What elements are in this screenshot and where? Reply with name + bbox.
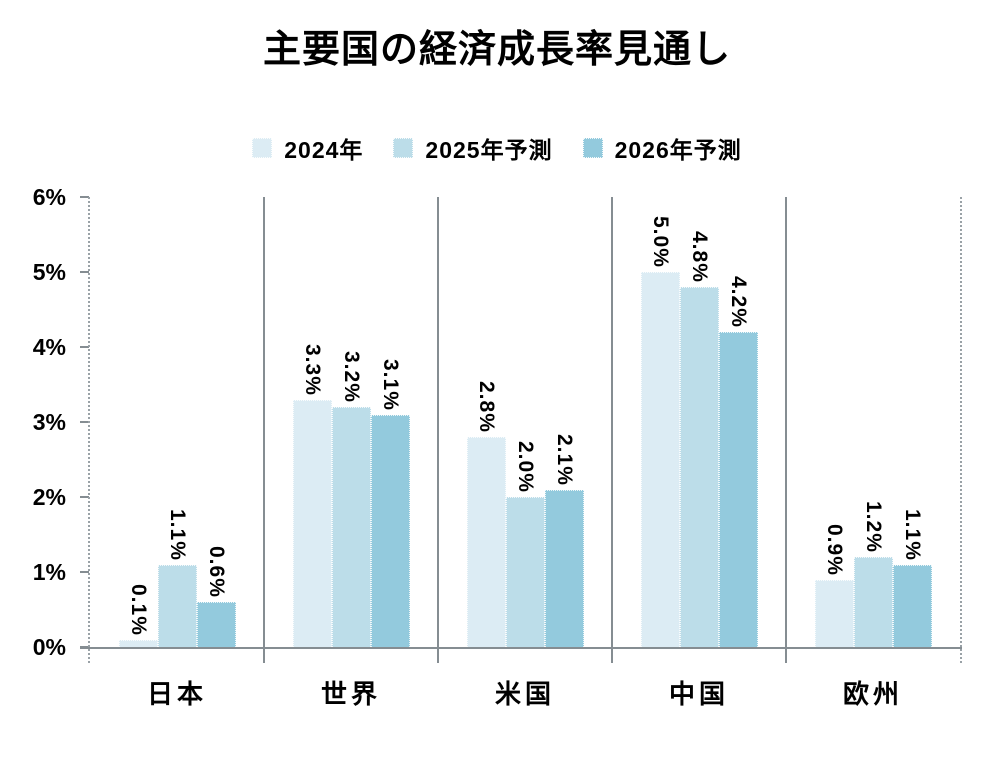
legend-item-2025: 2025年予測 bbox=[393, 131, 552, 165]
legend-item-2026: 2026年予測 bbox=[582, 131, 742, 165]
bar-series1-japan: 0.1% bbox=[118, 584, 158, 647]
bar-series3-us: 2.1% bbox=[544, 434, 584, 647]
legend-swatch-2025 bbox=[393, 138, 414, 158]
y-axis-label-1pct: 1% bbox=[32, 559, 66, 585]
legend-item-2024: 2024年 bbox=[252, 131, 363, 165]
bar-group-china: 5.0% 4.8% 4.2% bbox=[612, 197, 786, 647]
bar-value-label-series1-europe: 0.9% bbox=[823, 523, 847, 576]
y-axis-tick bbox=[80, 196, 89, 198]
category-label-europe: 欧州 bbox=[842, 679, 903, 709]
bar-value-label-series2-world: 3.2% bbox=[340, 351, 364, 403]
bar-series2-us: 2.0% bbox=[505, 441, 545, 647]
y-axis-label-6pct: 6% bbox=[32, 184, 66, 210]
bar-value-label-series1-world: 3.3% bbox=[301, 343, 325, 396]
bar-group-europe: 0.9% 1.2% 1.1% bbox=[786, 197, 960, 647]
y-axis-label-0pct: 0% bbox=[32, 634, 66, 660]
bar-series3-japan: 0.6% bbox=[196, 546, 236, 647]
legend-label-2024: 2024年 bbox=[284, 137, 364, 163]
category-separator-2 bbox=[437, 197, 439, 663]
bar-series1-china: 5.0% bbox=[640, 216, 680, 647]
legend-label-2026: 2026年予測 bbox=[614, 137, 742, 163]
y-axis-tick bbox=[80, 496, 89, 498]
bar-value-label-series3-europe: 1.1% bbox=[901, 508, 925, 561]
bar-value-label-series3-us: 2.1% bbox=[553, 433, 577, 486]
legend-label-2025: 2025年予測 bbox=[425, 137, 553, 163]
y-axis-tick bbox=[80, 271, 89, 273]
legend-swatch-2026 bbox=[582, 138, 603, 158]
y-axis-tick bbox=[80, 571, 89, 573]
bar-series3-china: 4.2% bbox=[718, 276, 758, 647]
bar-value-label-series2-china: 4.8% bbox=[688, 231, 712, 283]
category-label-us: 米国 bbox=[494, 679, 555, 709]
legend-swatch-2024 bbox=[252, 138, 273, 158]
bar-value-label-series3-world: 3.1% bbox=[379, 358, 403, 411]
y-axis-line bbox=[88, 197, 90, 663]
bar-series2-china: 4.8% bbox=[679, 231, 719, 647]
bar-value-label-series1-us: 2.8% bbox=[475, 381, 499, 433]
category-separator-1 bbox=[263, 197, 265, 663]
bar-group-world: 3.3% 3.2% 3.1% bbox=[264, 197, 438, 647]
chart-title: 主要国の経済成長率見通し bbox=[262, 29, 731, 71]
category-label-china: 中国 bbox=[668, 679, 729, 709]
x-axis-line bbox=[80, 647, 962, 649]
y-axis-tick bbox=[80, 421, 89, 423]
legend: 2024年 2025年予測 2026年予測 bbox=[0, 131, 994, 165]
bar-value-label-series1-china: 5.0% bbox=[649, 216, 673, 268]
category-separator-3 bbox=[611, 197, 613, 663]
bar-value-label-series3-japan: 0.6% bbox=[205, 546, 229, 598]
bar-value-label-series1-japan: 0.1% bbox=[127, 583, 151, 636]
bar-series3-world: 3.1% bbox=[370, 359, 410, 647]
bar-series1-us: 2.8% bbox=[466, 381, 506, 647]
y-axis-label-4pct: 4% bbox=[32, 334, 66, 360]
bar-series3-europe: 1.1% bbox=[892, 509, 932, 647]
bar-series2-world: 3.2% bbox=[331, 351, 371, 647]
bar-series1-world: 3.3% bbox=[292, 344, 332, 647]
y-axis-label-3pct: 3% bbox=[32, 409, 66, 435]
bar-series2-japan: 1.1% bbox=[157, 509, 197, 647]
bar-value-label-series2-us: 2.0% bbox=[514, 441, 538, 494]
bar-group-us: 2.8% 2.0% 2.1% bbox=[438, 197, 612, 647]
category-label-japan: 日本 bbox=[146, 679, 207, 709]
y-axis-label-2pct: 2% bbox=[32, 484, 66, 510]
bar-value-label-series2-japan: 1.1% bbox=[166, 508, 190, 561]
y-axis-tick bbox=[80, 346, 89, 348]
bar-value-label-series2-europe: 1.2% bbox=[862, 501, 886, 553]
y-axis-label-5pct: 5% bbox=[32, 259, 66, 285]
plot-right-edge-line bbox=[960, 197, 962, 663]
bar-group-japan: 0.1% 1.1% 0.6% bbox=[90, 197, 264, 647]
bar-series2-europe: 1.2% bbox=[853, 501, 893, 647]
category-axis-labels: 日本 世界 米国 中国 欧州 bbox=[90, 674, 960, 711]
plot-area: 0.1% 1.1% 0.6% 3.3% 3.2% 3.1% 2.8% 2.0% 2.1% 5.0%… bbox=[90, 197, 960, 647]
bar-value-label-series3-china: 4.2% bbox=[727, 276, 751, 328]
bar-series1-europe: 0.9% bbox=[814, 524, 854, 647]
category-separator-4 bbox=[785, 197, 787, 663]
category-label-world: 世界 bbox=[320, 679, 381, 709]
